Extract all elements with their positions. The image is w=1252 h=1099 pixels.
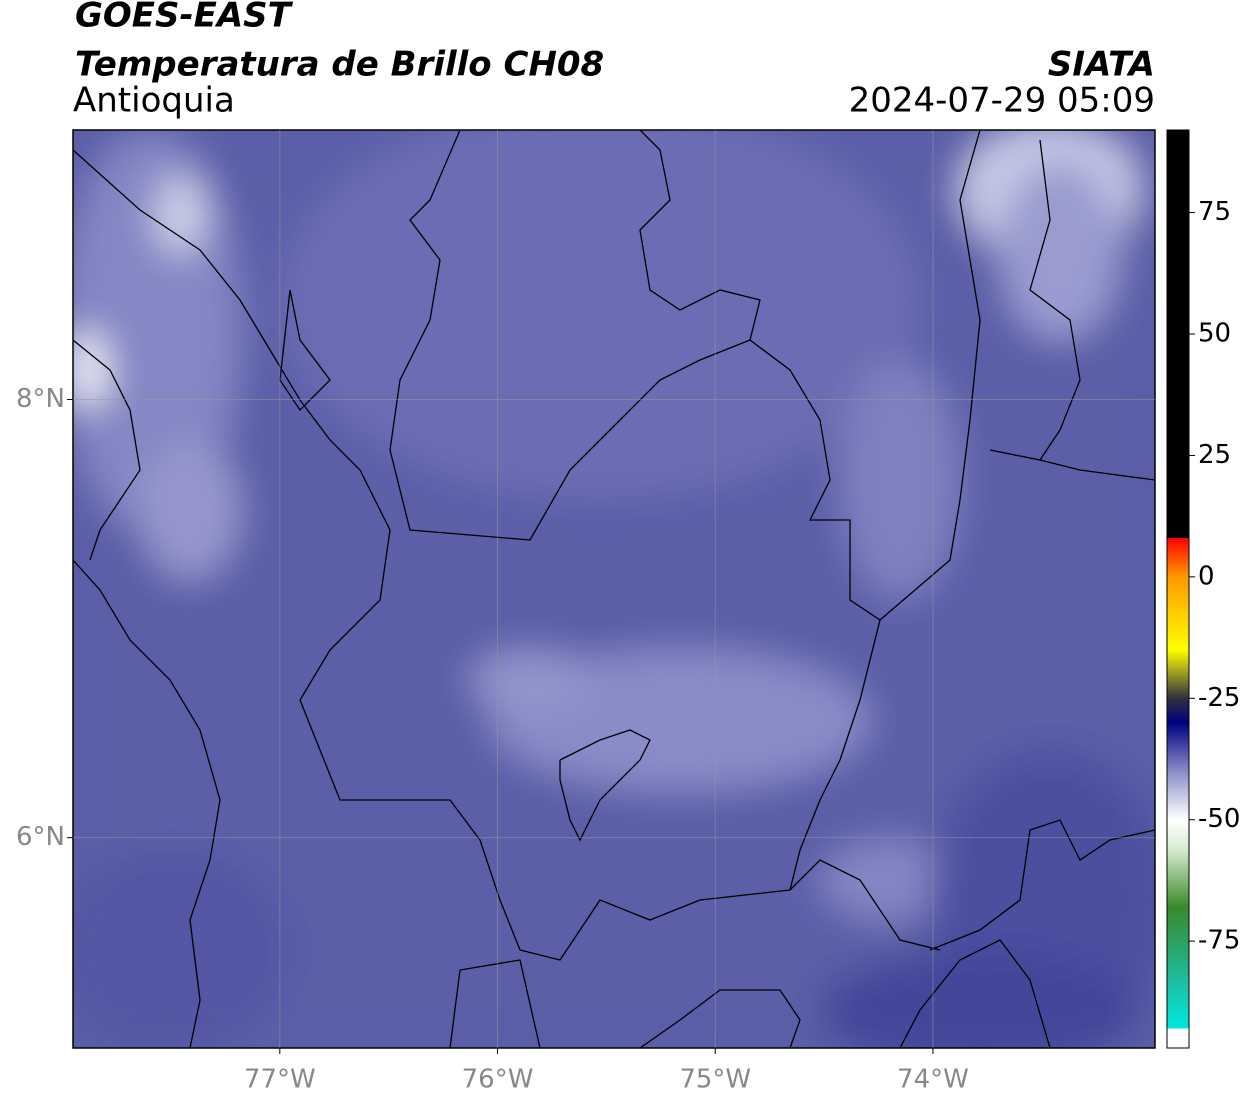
x-tick-label: 76°W — [462, 1065, 534, 1095]
source: SIATA — [1048, 45, 1155, 85]
datetime: 2024-07-29 05:09 — [849, 81, 1155, 121]
colorbar-tick-label: 25 — [1198, 440, 1231, 470]
colorbar-tick-label: 0 — [1198, 561, 1215, 591]
colorbar — [1166, 129, 1190, 1049]
x-tick-label: 74°W — [897, 1065, 969, 1095]
map-field — [73, 130, 1155, 1048]
x-tick-label: 75°W — [679, 1065, 751, 1095]
y-tick-label: 8°N — [16, 384, 65, 414]
colorbar-tick-label: -75 — [1198, 926, 1240, 956]
colorbar-tick-label: -25 — [1198, 683, 1240, 713]
title: GOES-EAST — [75, 0, 294, 36]
map-frame — [72, 129, 1156, 1049]
x-tick-label: 77°W — [244, 1065, 316, 1095]
colorbar-tick-label: 75 — [1198, 197, 1231, 227]
cloud-field — [73, 130, 1155, 1048]
y-tick-label: 6°N — [16, 822, 65, 852]
subtitle: Temperatura de Brillo CH08 — [75, 45, 604, 85]
region: Antioquia — [73, 81, 235, 121]
borders — [73, 130, 1155, 1048]
colorbar-tick-label: 50 — [1198, 319, 1231, 349]
colorbar-tick-label: -50 — [1198, 804, 1240, 834]
